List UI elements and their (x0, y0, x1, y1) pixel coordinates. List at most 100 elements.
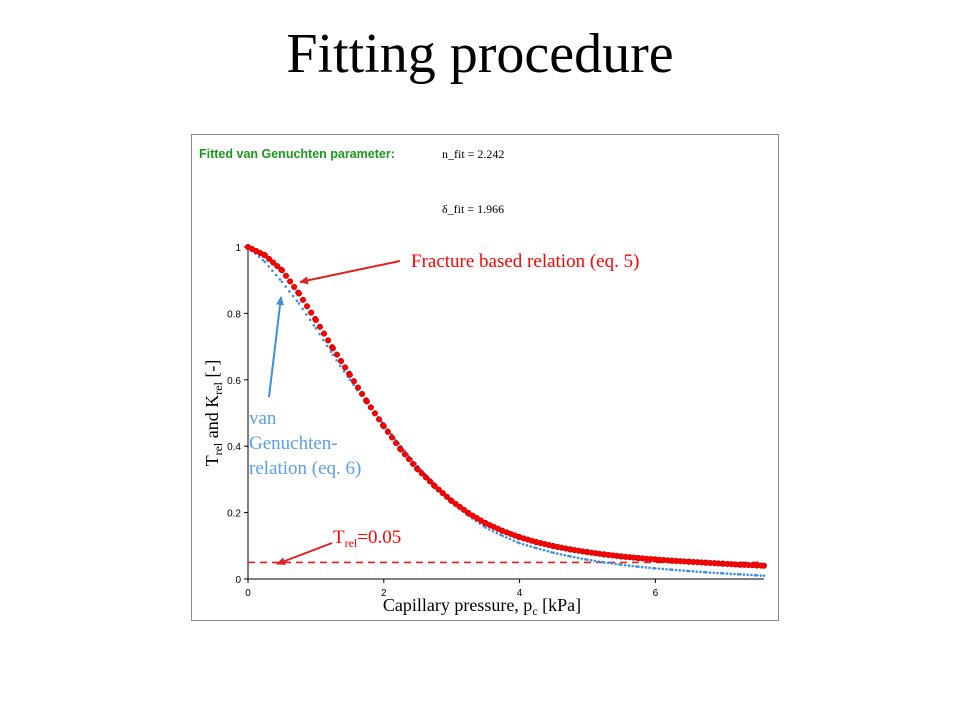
fracture-point (375, 416, 383, 423)
van-genuchten-point (618, 563, 621, 566)
van-genuchten-point (263, 260, 267, 264)
van-genuchten-point (267, 265, 271, 268)
fracture-point (443, 493, 450, 500)
x-axis-label: Capillary pressure, pc [kPa] (383, 595, 581, 618)
y-axis-ticks: 0 0.2 0.4 0.6 0.8 1 (227, 243, 248, 586)
fracture-point (422, 474, 429, 481)
fracture-point (346, 371, 353, 378)
van-genuchten-point (733, 572, 736, 576)
van-genuchten-point (699, 570, 702, 574)
fracture-point (265, 255, 273, 262)
fracture-point (308, 309, 315, 316)
van-genuchten-point (533, 546, 536, 549)
van-genuchten-point (736, 572, 740, 576)
y-tick-label: 0.4 (227, 442, 241, 453)
van-genuchten-point (678, 568, 682, 572)
y-tick-label: 0 (235, 575, 241, 586)
x-tick-label: 2 (381, 588, 387, 599)
fracture-point (299, 296, 307, 303)
van-genuchten-point (552, 551, 555, 555)
van-genuchten-point (685, 569, 689, 573)
fracture-point (405, 456, 412, 463)
van-genuchten-point (335, 359, 338, 362)
y-tick-label: 0.2 (227, 509, 241, 520)
van-genuchten-point (716, 571, 719, 575)
fracture-point (371, 410, 379, 417)
y-tick-label: 1 (235, 243, 241, 254)
fracture-point (350, 378, 357, 385)
van-genuchten-arrow (268, 296, 285, 398)
fracture-point (337, 357, 345, 365)
van-genuchten-point (297, 302, 301, 305)
van-genuchten-point (403, 449, 406, 452)
van-genuchten-point (584, 558, 587, 561)
fracture-point (278, 267, 285, 274)
fracture-point (426, 478, 434, 485)
van-genuchten-point (569, 555, 572, 558)
fracture-point (354, 384, 362, 391)
van-genuchten-point (712, 571, 716, 575)
van-genuchten-point (648, 566, 651, 570)
fit-heading: Fitted van Genuchten parameter: (199, 147, 395, 161)
van-genuchten-point (550, 550, 553, 554)
van-genuchten-point (603, 561, 606, 564)
van-genuchten-point (750, 573, 753, 577)
van-genuchten-point (586, 558, 589, 562)
fracture-point (320, 330, 328, 337)
van-genuchten-point (721, 572, 725, 575)
van-genuchten-point (762, 574, 766, 577)
van-genuchten-point (559, 553, 563, 556)
van-genuchten-point (261, 258, 265, 262)
fracture-point (304, 303, 311, 310)
van-genuchten-point (682, 569, 685, 572)
van-genuchten-point (271, 269, 274, 273)
fracture-point (760, 562, 768, 569)
van-genuchten-point (546, 549, 550, 553)
van-genuchten-point (644, 566, 648, 569)
fracture-point (397, 446, 404, 453)
fracture-point (287, 278, 294, 285)
van-genuchten-point (339, 364, 342, 368)
van-genuchten-point (495, 531, 499, 535)
van-genuchten-point (620, 563, 623, 567)
fracture-point (456, 503, 463, 510)
fracture-point (384, 428, 391, 435)
fracture-point (325, 337, 332, 344)
van-genuchten-label-line1: van (249, 408, 277, 429)
van-genuchten-point (301, 307, 304, 311)
van-genuchten-point (499, 533, 502, 537)
fracture-point (460, 506, 467, 513)
van-genuchten-point (635, 565, 638, 568)
fracture-label: Fracture based relation (eq. 5) (411, 251, 639, 272)
fracture-point (312, 316, 319, 324)
van-genuchten-point (695, 570, 699, 573)
van-genuchten-point (278, 278, 282, 281)
n-fit-value: n_fit = 2.242 (442, 147, 504, 161)
van-genuchten-point (308, 318, 312, 322)
fracture-point (282, 272, 290, 279)
fracture-point (329, 345, 336, 352)
van-genuchten-point (610, 562, 614, 565)
van-genuchten-point (342, 370, 346, 373)
van-genuchten-label-line3: relation (eq. 6) (249, 458, 361, 479)
van-genuchten-point (589, 559, 593, 562)
fracture-arrow (299, 260, 401, 285)
fracture-point (409, 460, 417, 467)
fracture-point (333, 351, 340, 358)
van-genuchten-point (522, 542, 525, 546)
fracture-point (274, 263, 281, 270)
van-genuchten-point (525, 544, 529, 547)
van-genuchten-point (305, 313, 308, 316)
van-genuchten-point (314, 327, 318, 330)
van-genuchten-point (674, 568, 678, 572)
van-genuchten-point (505, 536, 508, 539)
fracture-point (435, 486, 442, 493)
van-genuchten-point (257, 255, 261, 259)
fracture-point (359, 390, 366, 397)
van-genuchten-point (512, 539, 516, 542)
van-genuchten-point (563, 553, 567, 557)
x-tick-label: 0 (245, 588, 251, 599)
van-genuchten-point (501, 534, 504, 538)
van-genuchten-point (719, 571, 723, 575)
van-genuchten-point (325, 344, 329, 348)
